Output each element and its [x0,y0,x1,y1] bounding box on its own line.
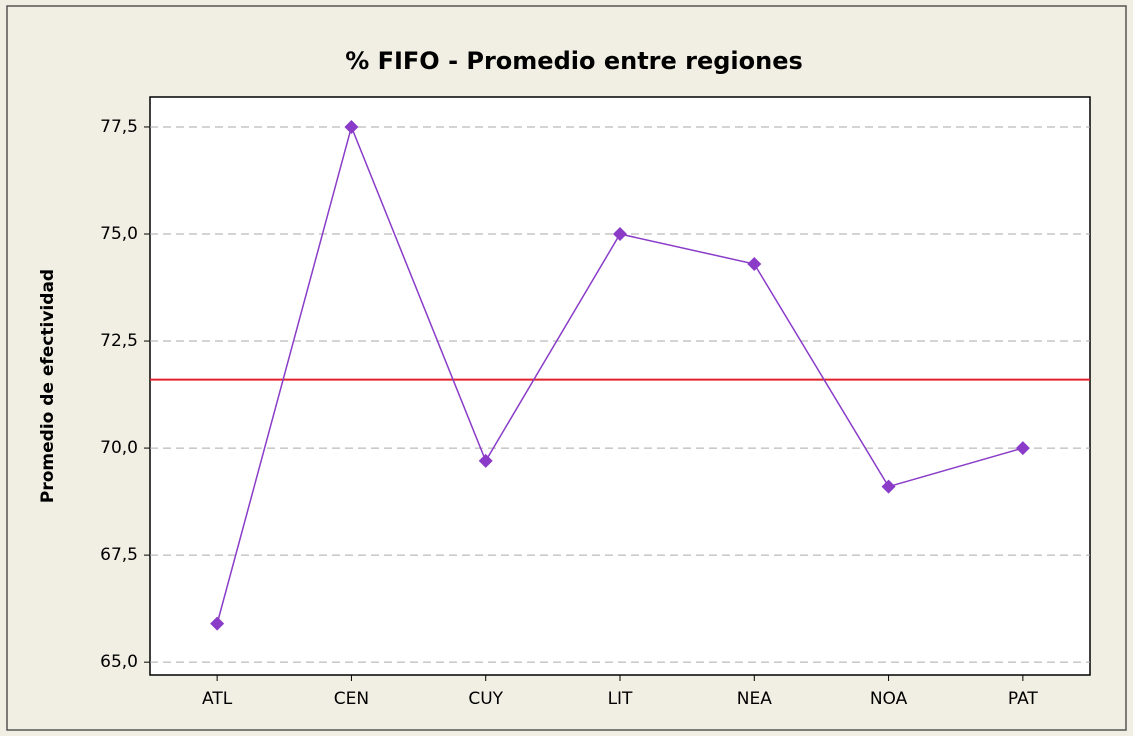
y-tick-label: 65,0 [100,652,138,672]
x-tick-label: CUY [468,689,503,709]
data-point [210,616,225,631]
data-point [881,479,896,494]
x-tick-label: NOA [870,689,908,709]
y-axis-label: Promedio de efectividad [38,269,58,503]
data-point [1015,441,1030,456]
data-point [747,256,762,271]
data-point [344,119,359,134]
y-tick-label: 75,0 [100,224,138,244]
x-tick-label: CEN [334,689,369,709]
data-point [478,453,493,468]
y-tick-label: 77,5 [100,117,138,137]
y-tick-label: 70,0 [100,438,138,458]
x-tick-label: ATL [202,689,233,709]
chart-title: % FIFO - Promedio entre regiones [345,47,803,75]
plot-area [149,96,1091,676]
x-tick-label: NEA [737,689,772,709]
x-tick-label: PAT [1008,689,1038,709]
y-tick-label: 72,5 [100,331,138,351]
data-point [613,227,627,242]
x-tick-label: LIT [608,689,633,709]
y-tick-label: 67,5 [100,545,138,565]
